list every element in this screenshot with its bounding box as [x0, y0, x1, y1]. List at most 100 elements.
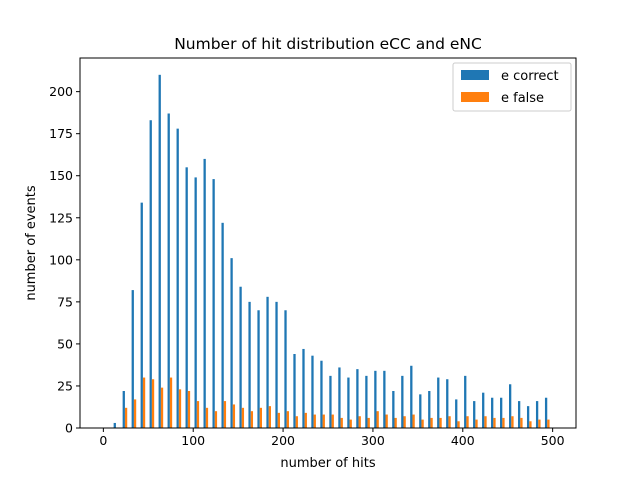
- bar-e-correct-184: [266, 296, 269, 428]
- bar-e-correct-34: [131, 290, 134, 428]
- bar-e-correct-484: [535, 401, 539, 428]
- bar-e-correct-74: [167, 113, 170, 428]
- bar-e-correct-254: [329, 375, 332, 428]
- bar-e-false-334: [403, 416, 406, 428]
- legend-swatch-e-false: [461, 92, 489, 102]
- bar-e-false-204: [286, 411, 289, 428]
- y-axis: 0 25 50 75 100 125 150 175 200: [49, 84, 80, 436]
- bar-e-false-494: [547, 419, 550, 428]
- bar-e-correct-64: [158, 74, 161, 428]
- bar-e-false-134: [223, 401, 227, 428]
- chart-title: Number of hit distribution eCC and eNC: [174, 35, 482, 53]
- bar-e-false-284: [358, 416, 361, 428]
- bar-e-correct-494: [544, 397, 548, 428]
- bar-e-correct-234: [311, 355, 314, 428]
- bar-e-false-44: [142, 377, 146, 428]
- bar-e-false-314: [385, 414, 388, 428]
- bar-e-false-194: [277, 412, 280, 428]
- bar-e-correct-164: [248, 301, 251, 428]
- bar-e-false-394: [457, 421, 460, 428]
- bar-e-correct-374: [437, 377, 440, 428]
- bar-e-false-434: [493, 417, 496, 428]
- bar-e-false-234: [313, 414, 316, 428]
- bar-e-correct-104: [194, 177, 197, 428]
- bar-e-false-244: [322, 414, 325, 428]
- bar-e-false-124: [214, 411, 218, 428]
- bar-e-correct-294: [365, 375, 368, 428]
- bar-e-false-224: [304, 412, 307, 428]
- x-tick-label-0: 0: [99, 433, 107, 448]
- y-tick-label-150: 150: [49, 168, 73, 183]
- bar-e-correct-304: [374, 370, 377, 428]
- legend-label-e-correct: e correct: [501, 69, 559, 84]
- bar-e-false-74: [169, 377, 173, 428]
- bar-e-false-404: [466, 416, 469, 428]
- bar-e-correct-424: [482, 392, 485, 428]
- bar-e-correct-24: [122, 391, 125, 428]
- bar-e-false-64: [160, 387, 164, 428]
- bar-e-correct-394: [455, 399, 458, 428]
- bar-e-correct-54: [149, 120, 152, 428]
- bar-e-false-414: [475, 419, 478, 428]
- bar-e-false-54: [151, 379, 155, 428]
- bar-e-correct-114: [203, 158, 206, 428]
- y-tick-label-100: 100: [49, 252, 73, 267]
- y-tick-label-0: 0: [65, 421, 73, 436]
- bar-e-false-114: [205, 407, 209, 428]
- bar-e-false-484: [538, 419, 541, 428]
- bar-e-correct-314: [383, 370, 386, 428]
- x-axis: 0 100 200 300 400 500: [99, 428, 565, 448]
- bar-e-correct-194: [275, 301, 278, 428]
- x-tick-label-300: 300: [361, 433, 385, 448]
- bar-e-false-94: [187, 391, 191, 428]
- y-tick-label-200: 200: [49, 84, 73, 99]
- bars-layer: [113, 74, 550, 428]
- y-tick-label-50: 50: [57, 336, 73, 351]
- bar-e-correct-94: [185, 167, 188, 428]
- bar-e-false-104: [196, 401, 200, 428]
- bar-e-correct-364: [428, 391, 431, 428]
- bar-e-correct-344: [410, 365, 413, 428]
- bar-e-correct-244: [320, 360, 323, 428]
- legend-label-e-false: e false: [501, 91, 544, 106]
- bar-e-correct-324: [392, 391, 395, 428]
- bar-e-false-214: [295, 416, 298, 428]
- bar-e-false-364: [430, 417, 433, 428]
- bar-e-false-324: [394, 417, 397, 428]
- bar-e-false-304: [376, 411, 379, 428]
- bar-e-correct-354: [419, 394, 422, 428]
- x-tick-label-500: 500: [541, 433, 565, 448]
- bar-e-false-34: [133, 399, 137, 428]
- x-axis-label: number of hits: [280, 456, 375, 471]
- x-tick-label-400: 400: [451, 433, 475, 448]
- bar-e-false-444: [502, 417, 505, 428]
- bar-e-false-24: [124, 407, 128, 428]
- bar-e-correct-44: [140, 202, 143, 428]
- bar-e-correct-284: [356, 369, 359, 428]
- bar-e-correct-214: [293, 354, 296, 428]
- bar-e-correct-154: [239, 286, 242, 428]
- y-tick-label-125: 125: [49, 210, 73, 225]
- legend-swatch-e-correct: [461, 70, 489, 80]
- bar-e-correct-414: [473, 401, 476, 428]
- bar-e-false-184: [268, 406, 271, 428]
- bar-e-correct-144: [230, 258, 233, 428]
- bar-e-correct-384: [446, 379, 449, 428]
- y-tick-label-175: 175: [49, 126, 73, 141]
- x-tick-label-100: 100: [181, 433, 205, 448]
- bar-e-correct-334: [401, 375, 404, 428]
- bar-e-false-264: [340, 417, 343, 428]
- bar-e-false-164: [250, 411, 254, 428]
- bar-e-false-254: [331, 414, 334, 428]
- bar-e-correct-474: [526, 406, 530, 428]
- bar-e-false-354: [421, 419, 424, 428]
- bar-e-false-344: [412, 414, 415, 428]
- bar-e-false-174: [259, 407, 263, 428]
- bar-e-correct-464: [517, 401, 521, 428]
- bar-e-correct-444: [500, 397, 503, 428]
- bar-e-correct-264: [338, 367, 341, 428]
- bar-e-false-474: [529, 421, 532, 428]
- bar-e-correct-84: [176, 128, 179, 428]
- bar-e-false-424: [484, 416, 487, 428]
